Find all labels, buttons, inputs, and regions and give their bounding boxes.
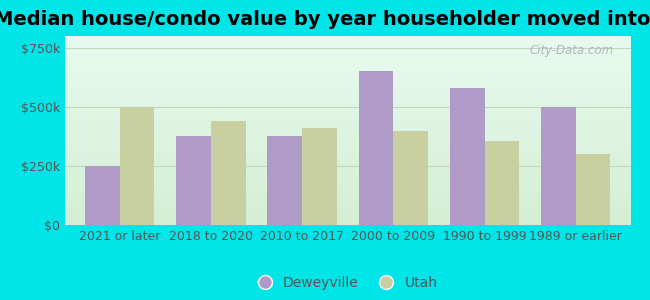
Bar [176,136,211,225]
Bar [393,130,428,225]
Bar [359,71,393,225]
Text: City-Data.com: City-Data.com [529,44,614,57]
Bar [211,121,246,225]
Title: Median house/condo value by year householder moved into unit: Median house/condo value by year househo… [0,10,650,29]
Bar [120,107,155,225]
Bar [576,154,610,225]
Bar [484,141,519,225]
Legend: Deweyville, Utah: Deweyville, Utah [251,269,445,297]
Bar [541,107,576,225]
Bar [302,128,337,225]
Bar [268,136,302,225]
Bar [450,88,484,225]
Bar [85,166,120,225]
